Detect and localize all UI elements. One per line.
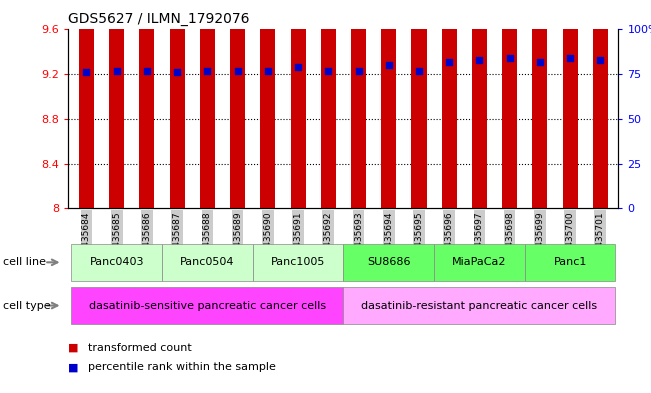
- Text: Panc0403: Panc0403: [89, 257, 144, 267]
- Bar: [200, 0, 215, 208]
- Text: percentile rank within the sample: percentile rank within the sample: [88, 362, 276, 373]
- Text: dasatinib-resistant pancreatic cancer cells: dasatinib-resistant pancreatic cancer ce…: [361, 301, 598, 310]
- Bar: [533, 0, 547, 208]
- Text: Panc1: Panc1: [553, 257, 587, 267]
- Point: [202, 68, 213, 74]
- Point: [353, 68, 364, 74]
- Point: [262, 68, 273, 74]
- Bar: [109, 0, 124, 208]
- Text: ■: ■: [68, 362, 79, 373]
- Point: [172, 69, 182, 75]
- Bar: [472, 0, 487, 208]
- Point: [595, 57, 605, 63]
- Point: [414, 68, 424, 74]
- Point: [232, 68, 243, 74]
- Text: dasatinib-sensitive pancreatic cancer cells: dasatinib-sensitive pancreatic cancer ce…: [89, 301, 326, 310]
- Text: transformed count: transformed count: [88, 343, 191, 353]
- Bar: [290, 0, 305, 208]
- Point: [81, 69, 92, 75]
- Point: [111, 68, 122, 74]
- Bar: [441, 0, 457, 208]
- Point: [142, 68, 152, 74]
- Bar: [562, 0, 577, 208]
- Bar: [593, 0, 608, 208]
- Text: ■: ■: [68, 343, 79, 353]
- Point: [444, 59, 454, 65]
- Text: Panc1005: Panc1005: [271, 257, 326, 267]
- Bar: [502, 0, 517, 208]
- Point: [534, 59, 545, 65]
- Text: SU8686: SU8686: [367, 257, 411, 267]
- Bar: [79, 0, 94, 208]
- Bar: [321, 0, 336, 208]
- Bar: [351, 0, 366, 208]
- Point: [565, 55, 575, 61]
- Point: [383, 62, 394, 68]
- Point: [293, 64, 303, 70]
- Bar: [260, 0, 275, 208]
- Point: [474, 57, 484, 63]
- Text: GDS5627 / ILMN_1792076: GDS5627 / ILMN_1792076: [68, 12, 250, 26]
- Text: MiaPaCa2: MiaPaCa2: [452, 257, 506, 267]
- Bar: [381, 0, 396, 208]
- Text: cell line: cell line: [3, 257, 46, 267]
- Bar: [139, 0, 154, 208]
- Bar: [170, 0, 185, 208]
- Bar: [411, 0, 426, 208]
- Bar: [230, 0, 245, 208]
- Point: [505, 55, 515, 61]
- Text: cell type: cell type: [3, 301, 51, 310]
- Text: Panc0504: Panc0504: [180, 257, 234, 267]
- Point: [323, 68, 333, 74]
